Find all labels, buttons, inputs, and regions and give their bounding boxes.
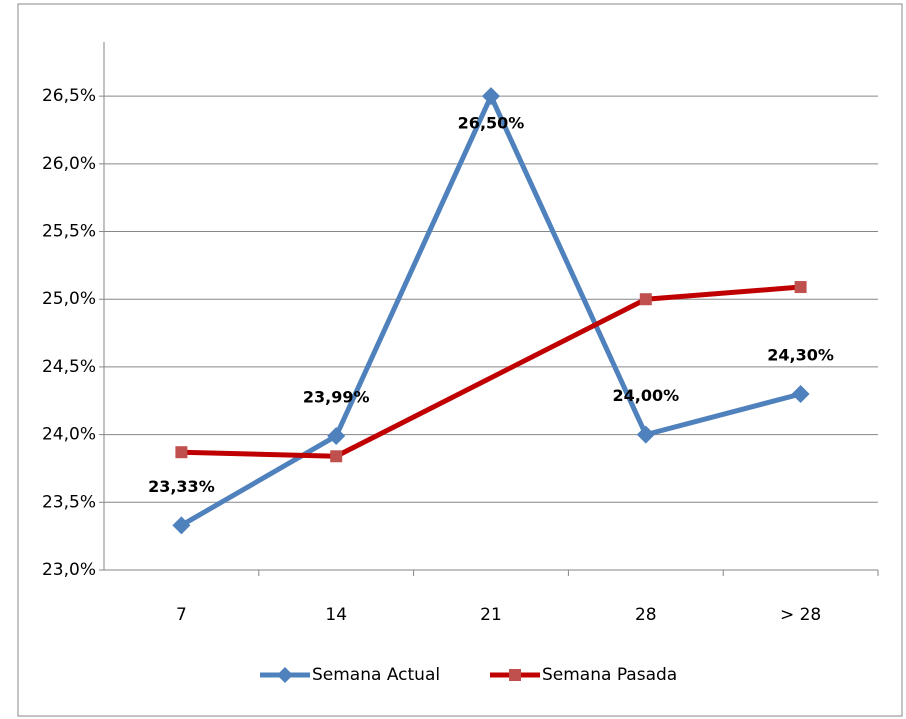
- point: [330, 450, 343, 463]
- point: [327, 426, 346, 445]
- y-tick-label: 25,0%: [42, 289, 96, 309]
- legend-marker: [277, 667, 293, 683]
- legend-label: Semana Pasada: [542, 665, 677, 685]
- x-tick-label: 21: [480, 605, 502, 625]
- x-tick-label: > 28: [780, 605, 821, 625]
- y-tick-label: 25,5%: [42, 222, 96, 242]
- x-tick-label: 7: [176, 605, 187, 625]
- data-label: 23,99%: [303, 387, 370, 406]
- point: [791, 385, 810, 403]
- y-tick-label: 24,5%: [42, 357, 96, 377]
- series-line: [181, 284, 801, 459]
- data-label: 23,33%: [148, 477, 215, 496]
- x-tick-label: 28: [635, 605, 657, 625]
- point: [639, 293, 652, 306]
- legend-marker: [509, 669, 521, 681]
- y-tick-label: 23,0%: [42, 560, 96, 580]
- data-label: 26,50%: [458, 114, 525, 133]
- y-tick-label: 23,5%: [42, 492, 96, 512]
- y-tick-label: 26,5%: [42, 86, 96, 106]
- data-label: 24,00%: [612, 386, 679, 405]
- legend-label: Semana Actual: [312, 665, 440, 685]
- point: [172, 516, 191, 535]
- point: [794, 281, 807, 294]
- y-tick-label: 26,0%: [42, 154, 96, 174]
- x-tick-label: 14: [325, 605, 347, 625]
- data-label: 24,30%: [767, 346, 834, 365]
- point: [482, 87, 500, 106]
- y-tick-label: 24,0%: [42, 425, 96, 445]
- chart-frame: [17, 3, 903, 717]
- point: [175, 446, 188, 459]
- point: [636, 425, 655, 444]
